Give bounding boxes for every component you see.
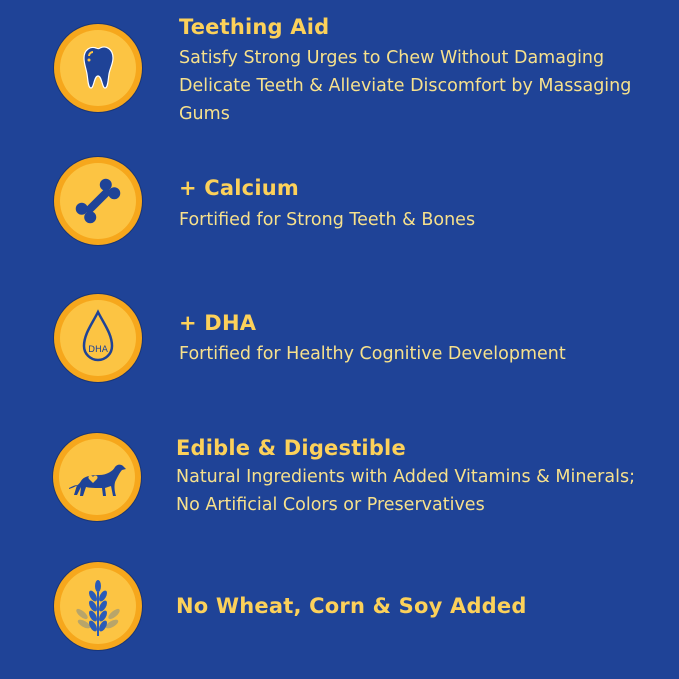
tooth-icon bbox=[54, 24, 142, 112]
feature-title: + Calcium bbox=[179, 176, 299, 200]
description-line: Natural Ingredients with Added Vitamins … bbox=[176, 467, 635, 487]
bone-icon bbox=[54, 157, 142, 245]
wheat-icon bbox=[54, 562, 142, 650]
feature-description: Natural Ingredients with Added Vitamins … bbox=[176, 463, 635, 519]
description-line: No Artificial Colors or Preservatives bbox=[176, 495, 485, 515]
description-line: Satisfy Strong Urges to Chew Without Dam… bbox=[179, 48, 605, 68]
dog-heart-icon bbox=[53, 433, 141, 521]
feature-title: No Wheat, Corn & Soy Added bbox=[176, 594, 527, 618]
description-line: Fortified for Strong Teeth & Bones bbox=[179, 210, 476, 230]
feature-description: Satisfy Strong Urges to Chew Without Dam… bbox=[179, 44, 631, 128]
dha-label: DHA bbox=[88, 345, 109, 355]
feature-description: Fortified for Strong Teeth & Bones bbox=[179, 206, 475, 234]
description-line: Gums bbox=[179, 104, 230, 124]
description-line: Fortified for Healthy Cognitive Developm… bbox=[179, 344, 566, 364]
feature-description: Fortified for Healthy Cognitive Developm… bbox=[179, 340, 566, 368]
feature-title: + DHA bbox=[179, 311, 257, 335]
feature-title: Edible & Digestible bbox=[176, 436, 406, 460]
feature-title: Teething Aid bbox=[179, 15, 330, 39]
dha-drop-icon: DHA bbox=[54, 294, 142, 382]
description-line: Delicate Teeth & Alleviate Discomfort by… bbox=[179, 76, 632, 96]
